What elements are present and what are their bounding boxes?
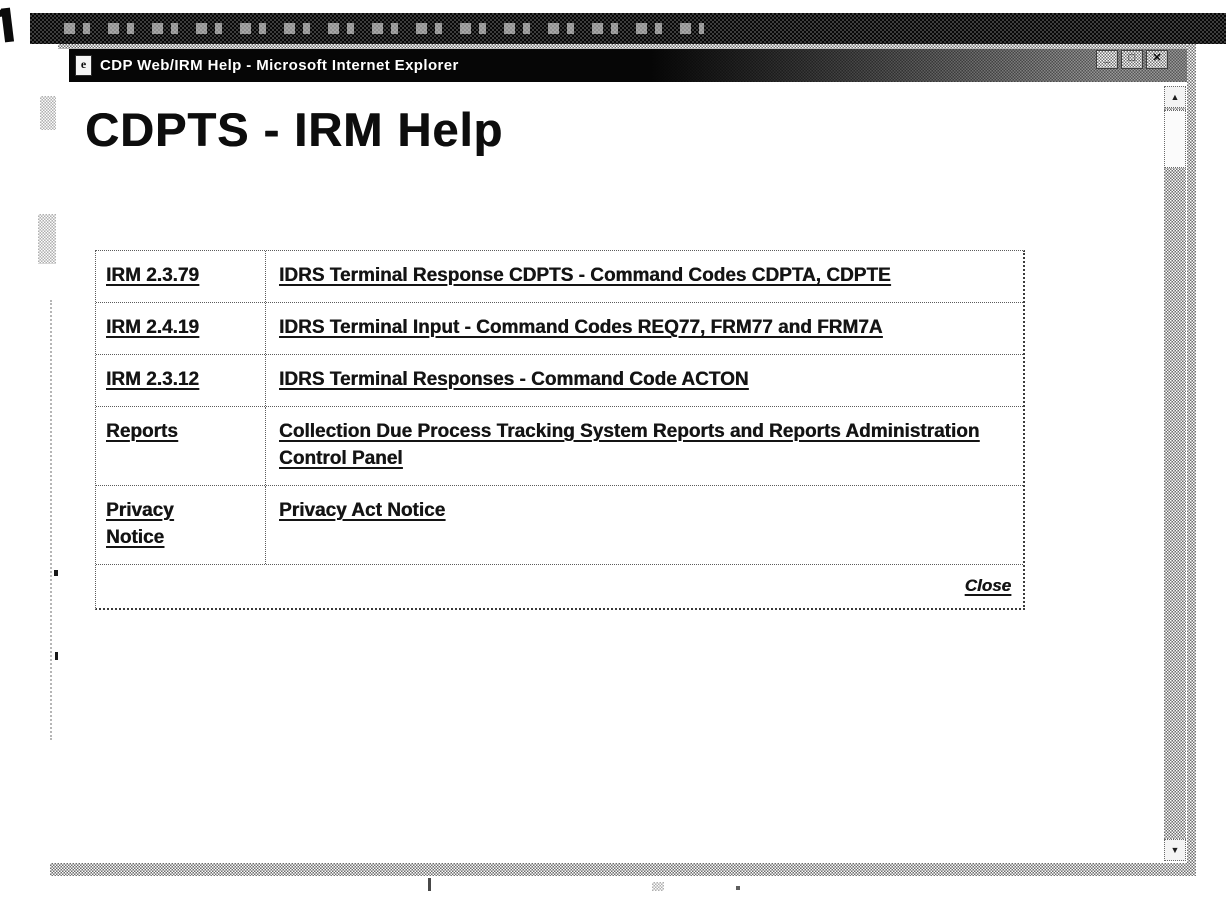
window-bottom-border: [50, 863, 1196, 876]
irm-link[interactable]: Reports: [106, 421, 178, 442]
background-window-title-texture: [64, 23, 704, 34]
table-cell-description: IDRS Terminal Responses - Command Code A…: [266, 355, 1023, 406]
background-window-remnant: [38, 214, 56, 264]
table-cell-irm: IRM 2.3.12: [96, 355, 266, 406]
description-link[interactable]: IDRS Terminal Responses - Command Code A…: [279, 369, 749, 390]
description-link[interactable]: IDRS Terminal Response CDPTS - Command C…: [279, 265, 891, 286]
description-link[interactable]: Collection Due Process Tracking System R…: [279, 421, 980, 469]
irm-link[interactable]: IRM 2.3.12: [106, 369, 199, 390]
minimize-button[interactable]: _: [1096, 50, 1118, 69]
table-cell-description: Collection Due Process Tracking System R…: [266, 407, 1023, 485]
scroll-down-icon[interactable]: ▼: [1164, 839, 1186, 861]
table-cell-irm: IRM 2.4.19: [96, 303, 266, 354]
table-cell-description: Privacy Act Notice: [266, 486, 1023, 564]
scan-artifact: [736, 886, 740, 890]
window-right-border: [1187, 44, 1196, 876]
table-row: IRM 2.3.12 IDRS Terminal Responses - Com…: [96, 355, 1023, 407]
page-title: CDPTS - IRM Help: [85, 103, 504, 156]
scan-artifact: [652, 882, 664, 891]
scrollbar-thumb[interactable]: [1164, 110, 1186, 168]
scan-artifact: [0, 7, 15, 43]
document-icon: e: [75, 55, 92, 76]
vertical-scrollbar[interactable]: ▲ ▼: [1164, 86, 1186, 861]
scan-artifact: [55, 652, 58, 660]
table-row: IRM 2.3.79 IDRS Terminal Response CDPTS …: [96, 251, 1023, 303]
description-link[interactable]: IDRS Terminal Input - Command Codes REQ7…: [279, 317, 883, 338]
scan-artifact: [428, 878, 431, 891]
maximize-button[interactable]: □: [1121, 50, 1143, 69]
table-cell-description: IDRS Terminal Input - Command Codes REQ7…: [266, 303, 1023, 354]
irm-link[interactable]: IRM 2.3.79: [106, 265, 199, 286]
window-controls: _ □ ✕: [1096, 50, 1168, 69]
help-links-table: IRM 2.3.79 IDRS Terminal Response CDPTS …: [95, 250, 1025, 610]
background-window-remnant: [40, 96, 56, 130]
table-row: IRM 2.4.19 IDRS Terminal Input - Command…: [96, 303, 1023, 355]
background-window-titlebar: [30, 13, 1226, 44]
table-row: Reports Collection Due Process Tracking …: [96, 407, 1023, 486]
table-cell-irm: IRM 2.3.79: [96, 251, 266, 302]
description-link[interactable]: Privacy Act Notice: [279, 500, 446, 521]
irm-link[interactable]: IRM 2.4.19: [106, 317, 199, 338]
window-top-border: [58, 44, 1196, 49]
background-window-remnant: [50, 300, 52, 740]
table-cell-irm: Privacy Notice: [96, 486, 266, 564]
table-row: Privacy Notice Privacy Act Notice: [96, 486, 1023, 565]
table-cell-description: IDRS Terminal Response CDPTS - Command C…: [266, 251, 1023, 302]
table-close-row: Close: [96, 565, 1023, 608]
window-titlebar[interactable]: e CDP Web/IRM Help - Microsoft Internet …: [69, 49, 1187, 82]
window-title: CDP Web/IRM Help - Microsoft Internet Ex…: [100, 57, 459, 74]
browser-window: e CDP Web/IRM Help - Microsoft Internet …: [50, 44, 1196, 876]
close-link[interactable]: Close: [964, 576, 1011, 595]
scroll-up-icon[interactable]: ▲: [1164, 86, 1186, 108]
table-cell-irm: Reports: [96, 407, 266, 485]
close-button[interactable]: ✕: [1146, 50, 1168, 69]
scan-artifact: [54, 570, 58, 576]
irm-link[interactable]: Privacy Notice: [106, 500, 174, 548]
